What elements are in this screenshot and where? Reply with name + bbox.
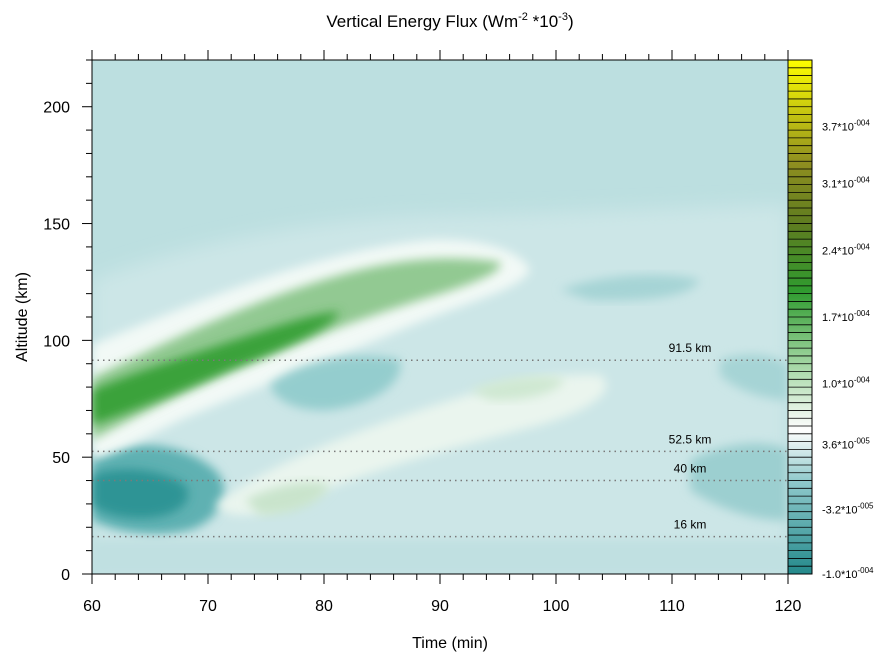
colorbar-label-exponent: -004	[854, 119, 871, 128]
bottom-band	[92, 540, 788, 574]
weak-positive-upper	[470, 376, 565, 401]
colorbar-label-exponent: -005	[854, 437, 871, 446]
title-sup1: -2	[518, 11, 528, 23]
top-ticks	[91, 50, 789, 60]
y-axis-label: Altitude (km)	[14, 272, 31, 362]
reference-line-label: 40 km	[674, 462, 707, 476]
colorbar-label: 3.6*10-005	[822, 437, 870, 452]
colorbar-label: 1.0*10-004	[822, 376, 870, 391]
title-text: Vertical Energy Flux (Wm	[326, 12, 518, 31]
colorbar-label-mantissa: 3.1*10	[822, 179, 854, 191]
colorbar-label: 3.7*10-004	[822, 119, 870, 134]
reference-line-label: 52.5 km	[669, 432, 712, 446]
colorbar-level-lines	[788, 67, 812, 567]
y-axis: 0 50 100 150 200	[43, 59, 92, 584]
chart-title: Vertical Energy Flux (Wm-2 *10-3)	[326, 11, 573, 31]
reference-line-label: 16 km	[674, 518, 707, 532]
y-tick-label: 100	[43, 333, 70, 350]
colorbar-label-exponent: -004	[854, 376, 871, 385]
reference-line-label: 91.5 km	[669, 341, 712, 355]
right-negative-patch-3	[720, 354, 788, 400]
x-axis: 60 70 80 90 100 110 120	[83, 574, 801, 615]
colorbar-label-exponent: -004	[854, 242, 871, 251]
colorbar-label: -1.0*10-004	[822, 566, 874, 581]
colorbar-label-exponent: -004	[854, 176, 871, 185]
y-tick-label: 200	[43, 100, 70, 117]
x-tick-label: 90	[431, 598, 449, 615]
negative-lower-core	[92, 469, 189, 519]
x-tick-label: 60	[83, 598, 101, 615]
colorbar-label: 1.7*10-004	[822, 309, 870, 324]
right-negative-patch-1	[560, 274, 700, 301]
x-tick-label: 70	[199, 598, 217, 615]
negative-middle-region	[270, 356, 401, 411]
x-tick-label: 120	[775, 598, 802, 615]
x-tick-label: 100	[543, 598, 570, 615]
title-end: )	[568, 12, 574, 31]
colorbar-label-exponent: -004	[854, 309, 871, 318]
y-tick-label: 50	[52, 450, 70, 467]
title-sup2: -3	[558, 11, 568, 23]
colorbar-label-mantissa: 3.7*10	[822, 122, 854, 134]
colorbar-label: -3.2*10-005	[822, 501, 874, 516]
positive-descending-wave	[92, 258, 501, 440]
x-axis-label: Time (min)	[412, 635, 488, 652]
colorbar-label-mantissa: -1.0*10	[822, 569, 857, 581]
right-negative-patch-2	[690, 443, 788, 521]
colorbar-label-exponent: -005	[857, 501, 874, 510]
weak-positive-core	[245, 482, 330, 515]
colorbar-label-mantissa: 2.4*10	[822, 245, 854, 257]
colorbar-label-exponent: -004	[857, 566, 874, 575]
reference-lines: 91.5 km 52.5 km 40 km 16 km	[92, 341, 788, 538]
colorbar-label: 3.1*10-004	[822, 176, 870, 191]
colorbar-labels: 3.7*10-0043.1*10-0042.4*10-0041.7*10-004…	[822, 119, 874, 581]
positive-wave-core	[92, 312, 340, 425]
colorbar-label-mantissa: 1.0*10	[822, 379, 854, 391]
x-tick-label: 110	[659, 598, 685, 615]
title-mid: *10	[528, 12, 558, 31]
colorbar-label-mantissa: 3.6*10	[822, 440, 854, 452]
colorbar-label: 2.4*10-004	[822, 242, 870, 257]
y-tick-label: 0	[61, 567, 70, 584]
x-tick-label: 80	[315, 598, 333, 615]
y-tick-label: 150	[43, 217, 70, 234]
colorbar-label-mantissa: 1.7*10	[822, 312, 854, 324]
colorbar-label-mantissa: -3.2*10	[822, 504, 857, 516]
